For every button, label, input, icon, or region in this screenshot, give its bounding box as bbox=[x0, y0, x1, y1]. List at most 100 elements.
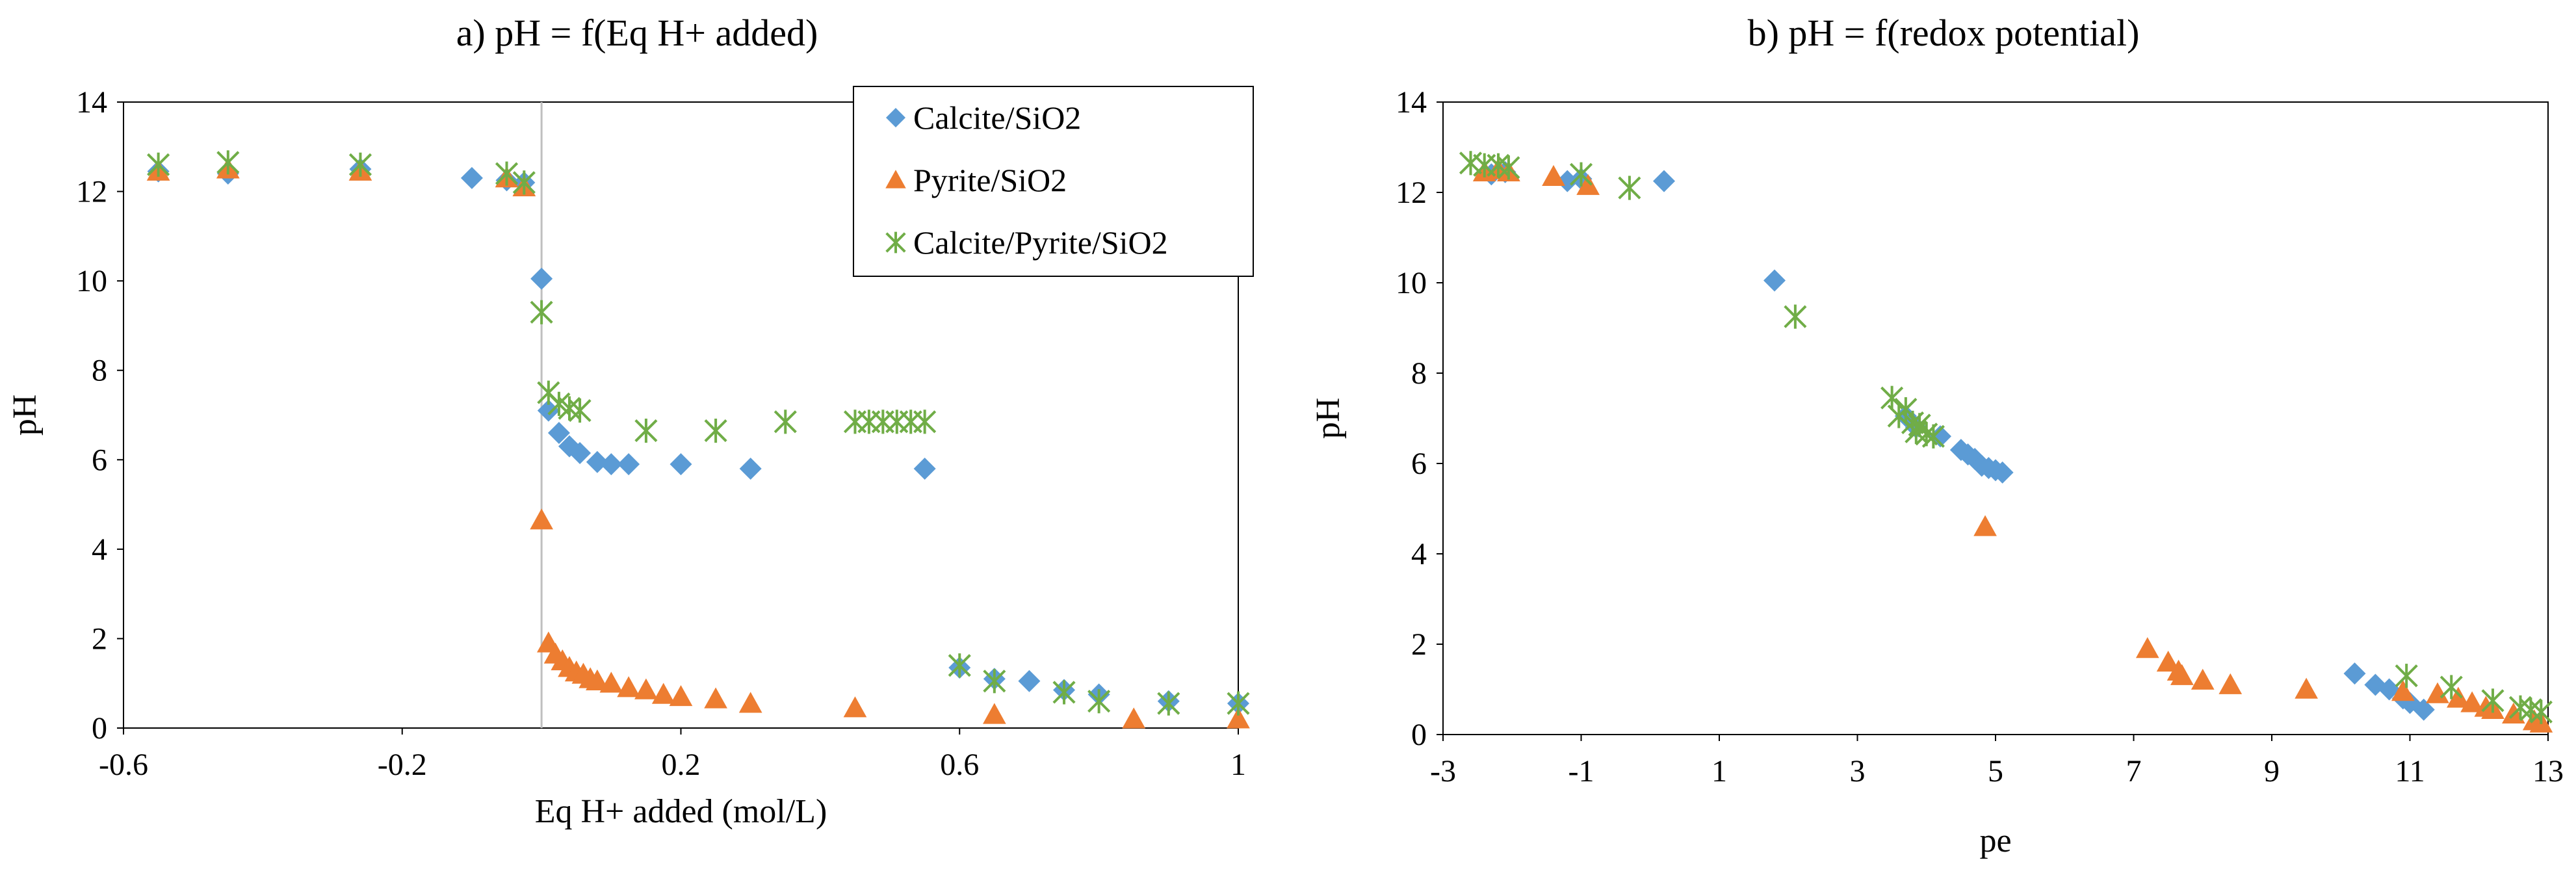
data-point bbox=[2481, 688, 2504, 713]
data-point bbox=[1542, 164, 1565, 186]
data-point bbox=[460, 166, 483, 189]
x-tick-label: 0.2 bbox=[662, 748, 701, 782]
data-point bbox=[2135, 637, 2159, 658]
data-point bbox=[983, 669, 1006, 694]
x-tick-label: 13 bbox=[2532, 754, 2564, 788]
y-tick-label: 4 bbox=[92, 532, 107, 567]
data-point bbox=[669, 685, 693, 707]
data-point bbox=[2378, 678, 2400, 701]
data-point bbox=[2170, 664, 2194, 685]
y-tick-label: 0 bbox=[1411, 718, 1427, 752]
data-point bbox=[704, 687, 727, 709]
y-tick-label: 14 bbox=[76, 85, 107, 120]
data-point bbox=[1784, 304, 1807, 329]
data-point bbox=[1157, 691, 1180, 716]
chart-title: a) pH = f(Eq H+ added) bbox=[456, 12, 818, 54]
data-point bbox=[2391, 680, 2415, 701]
data-point bbox=[348, 152, 372, 177]
y-tick-label: 10 bbox=[1396, 266, 1427, 300]
data-point bbox=[843, 696, 867, 718]
chart-panel-b: b) pH = f(redox potential) 0 2 4 6 8 10 12 14 -3 -… bbox=[1310, 12, 2564, 859]
data-point bbox=[739, 458, 762, 480]
data-point bbox=[568, 398, 592, 423]
data-point bbox=[704, 419, 727, 443]
y-tick-label: 6 bbox=[92, 443, 107, 477]
data-point bbox=[634, 678, 658, 699]
legend-label: Calcite/Pyrite/SiO2 bbox=[913, 224, 1168, 261]
data-point bbox=[2395, 664, 2418, 688]
data-point bbox=[530, 508, 553, 530]
data-point bbox=[599, 671, 623, 693]
x-tick-label: 1 bbox=[1230, 748, 1246, 782]
data-point bbox=[1227, 707, 1250, 729]
data-point bbox=[2156, 650, 2180, 672]
x-tick-label: -1 bbox=[1568, 754, 1594, 788]
data-point bbox=[634, 419, 658, 443]
y-tick-label: 6 bbox=[1411, 447, 1427, 481]
series-calcite-pyrite-sio2 bbox=[147, 150, 1250, 716]
x-tick-label: -0.2 bbox=[378, 748, 427, 782]
data-point bbox=[1087, 689, 1111, 714]
data-point bbox=[1576, 174, 1600, 195]
x-tick-label: 3 bbox=[1850, 754, 1866, 788]
data-point bbox=[2191, 668, 2215, 690]
y-tick-label: 12 bbox=[76, 175, 107, 209]
data-point bbox=[1618, 176, 1641, 200]
y-tick-label: 8 bbox=[1411, 356, 1427, 391]
data-point bbox=[2426, 682, 2449, 703]
data-point bbox=[617, 676, 640, 697]
series-calcite-pyrite-sio2 bbox=[1459, 151, 2553, 724]
data-point bbox=[586, 450, 608, 473]
legend: Calcite/SiO2 Pyrite/SiO2 Calcite/Pyrite/Si… bbox=[853, 86, 1254, 277]
y-tick-label: 10 bbox=[76, 264, 107, 298]
data-point bbox=[651, 683, 675, 704]
legend-label: Pyrite/SiO2 bbox=[913, 162, 1067, 198]
x-tick-label: 11 bbox=[2395, 754, 2425, 788]
x-tick-label: 0.6 bbox=[940, 748, 979, 782]
data-point bbox=[512, 170, 536, 195]
data-point bbox=[618, 453, 640, 476]
x-tick-label: -3 bbox=[1430, 754, 1456, 788]
chart-panel-a: a) pH = f(Eq H+ added) 0 2 4 6 8 10 12 14 -0.6 -0.… bbox=[7, 12, 1254, 830]
data-point bbox=[1569, 162, 1593, 187]
x-tick-label: 5 bbox=[1988, 754, 2003, 788]
data-point bbox=[147, 152, 170, 177]
data-point bbox=[1991, 461, 2014, 484]
y-axis-label: pH bbox=[7, 395, 44, 436]
data-point bbox=[600, 453, 623, 476]
data-point bbox=[1497, 155, 1520, 180]
data-point bbox=[1018, 670, 1041, 692]
y-axis-label: pH bbox=[1310, 398, 1347, 439]
data-point bbox=[2439, 675, 2463, 699]
data-point bbox=[216, 150, 240, 175]
y-tick-label: 12 bbox=[1396, 176, 1427, 210]
y-tick-label: 4 bbox=[1411, 537, 1427, 571]
data-point bbox=[2460, 691, 2484, 712]
legend-marker-calcite-pyrite-sio2 bbox=[885, 231, 906, 254]
legend-marker-pyrite-sio2 bbox=[885, 170, 906, 189]
data-point bbox=[2412, 698, 2435, 721]
x-tick-label: -0.6 bbox=[99, 748, 148, 782]
x-tick-label: 7 bbox=[2126, 754, 2142, 788]
x-tick-label: 9 bbox=[2264, 754, 2280, 788]
data-point bbox=[569, 441, 592, 464]
data-point bbox=[1227, 691, 1250, 716]
data-point bbox=[1921, 424, 1945, 449]
data-point bbox=[547, 422, 570, 445]
data-point bbox=[1052, 680, 1076, 705]
data-point bbox=[530, 267, 553, 290]
legend-label: Calcite/SiO2 bbox=[913, 99, 1081, 136]
y-tick-label: 14 bbox=[1396, 85, 1427, 120]
data-point bbox=[670, 453, 692, 476]
legend-marker-calcite-sio2 bbox=[886, 108, 905, 127]
x-axis-label: pe bbox=[1979, 822, 2011, 859]
data-point bbox=[2218, 673, 2243, 694]
x-axis-label: Eq H+ added (mol/L) bbox=[535, 793, 827, 830]
data-point bbox=[2529, 699, 2553, 724]
data-point bbox=[913, 458, 936, 480]
legend-box bbox=[853, 86, 1254, 277]
data-point bbox=[2447, 686, 2470, 708]
chart-title: b) pH = f(redox potential) bbox=[1748, 12, 2140, 54]
